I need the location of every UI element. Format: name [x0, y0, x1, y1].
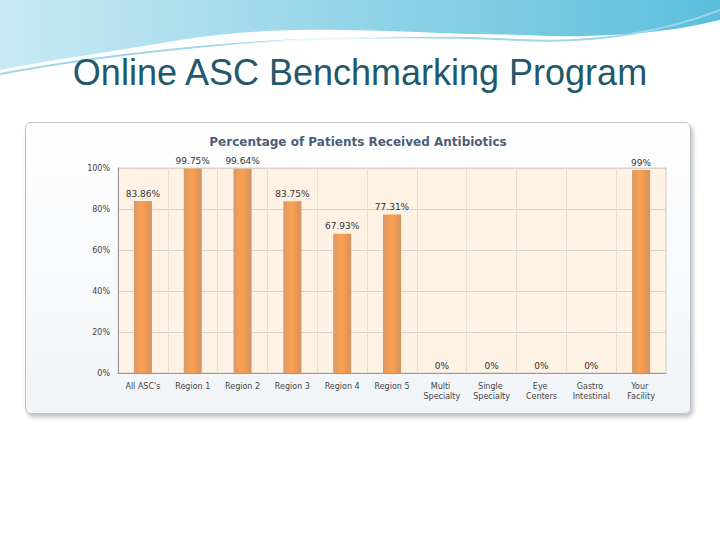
svg-text:77.31%: 77.31%	[375, 202, 410, 212]
svg-text:Centers: Centers	[526, 392, 557, 401]
svg-text:20%: 20%	[92, 328, 110, 337]
svg-text:Multi: Multi	[431, 382, 453, 391]
svg-text:Region 3: Region 3	[275, 382, 310, 391]
svg-text:Facility: Facility	[627, 392, 655, 401]
svg-text:0%: 0%	[534, 361, 549, 371]
svg-text:0%: 0%	[484, 361, 499, 371]
svg-text:40%: 40%	[92, 287, 110, 296]
svg-text:83.86%: 83.86%	[126, 189, 161, 199]
svg-text:0%: 0%	[584, 361, 599, 371]
svg-text:Eye: Eye	[533, 382, 550, 391]
svg-text:Region 2: Region 2	[225, 382, 260, 391]
svg-text:Region 1: Region 1	[175, 382, 210, 391]
svg-text:Single: Single	[478, 382, 505, 391]
svg-text:80%: 80%	[92, 205, 110, 214]
svg-text:Specialty: Specialty	[473, 392, 510, 401]
svg-text:60%: 60%	[92, 246, 110, 255]
svg-text:99.64%: 99.64%	[225, 156, 260, 166]
html-text:Online ASC Benchmarking Progra: Online ASC Benchmarking Program	[72, 52, 648, 93]
svg-text:Your: Your	[630, 382, 651, 391]
svg-text:Percentage of Patients Receive: Percentage of Patients Received Antibiot…	[209, 135, 506, 149]
svg-text:67.93%: 67.93%	[325, 221, 360, 231]
svg-text:83.75%: 83.75%	[275, 189, 310, 199]
svg-text:Specialty: Specialty	[423, 392, 460, 401]
svg-text:100%: 100%	[87, 164, 110, 173]
svg-text:99%: 99%	[631, 158, 651, 168]
svg-text:Intestinal: Intestinal	[573, 392, 610, 401]
svg-text:Gastro: Gastro	[577, 382, 606, 391]
svg-text:Region 4: Region 4	[325, 382, 360, 391]
svg-text:All ASC's: All ASC's	[125, 382, 160, 391]
svg-text:99.75%: 99.75%	[176, 156, 211, 166]
svg-text:0%: 0%	[97, 369, 110, 378]
svg-text:Region 5: Region 5	[374, 382, 409, 391]
svg-text:0%: 0%	[435, 361, 450, 371]
